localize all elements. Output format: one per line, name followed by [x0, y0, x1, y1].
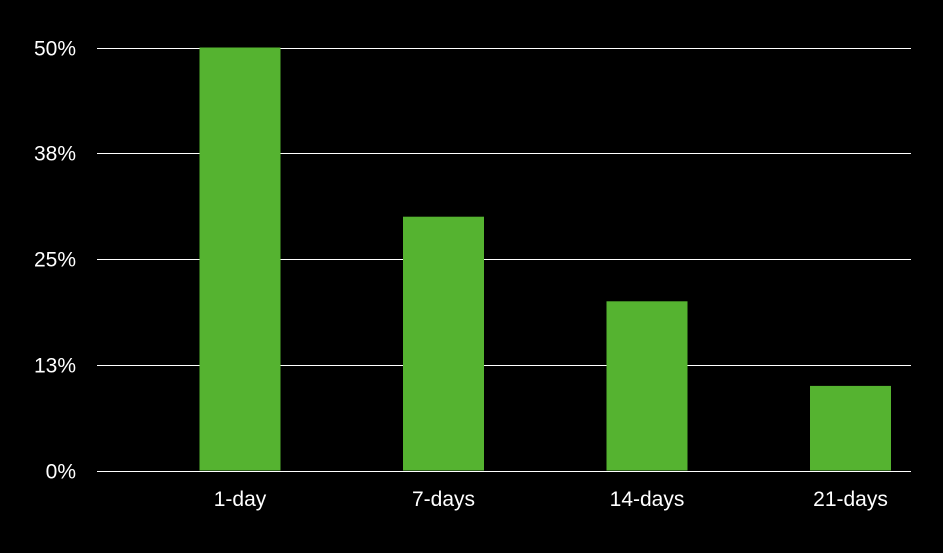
x-tick-label: 7-days: [412, 488, 475, 511]
bar-14-days: [606, 301, 688, 471]
x-axis-tick-labels: 1-day 7-days 14-days 21-days: [214, 488, 888, 511]
x-tick-label: 1-day: [214, 488, 267, 511]
bars: [199, 47, 891, 471]
bar-1-day: [199, 47, 281, 471]
x-tick-label: 14-days: [610, 488, 685, 511]
bar-21-days: [810, 385, 891, 471]
bar-7-days: [403, 216, 484, 471]
y-tick-label: 38%: [34, 143, 76, 166]
y-tick-label: 50%: [34, 38, 76, 61]
y-axis-tick-labels: 0% 13% 25% 38% 50%: [34, 38, 76, 484]
y-tick-label: 25%: [34, 249, 76, 272]
y-tick-label: 13%: [34, 355, 76, 378]
y-tick-label: 0%: [46, 461, 76, 484]
x-tick-label: 21-days: [813, 488, 888, 511]
